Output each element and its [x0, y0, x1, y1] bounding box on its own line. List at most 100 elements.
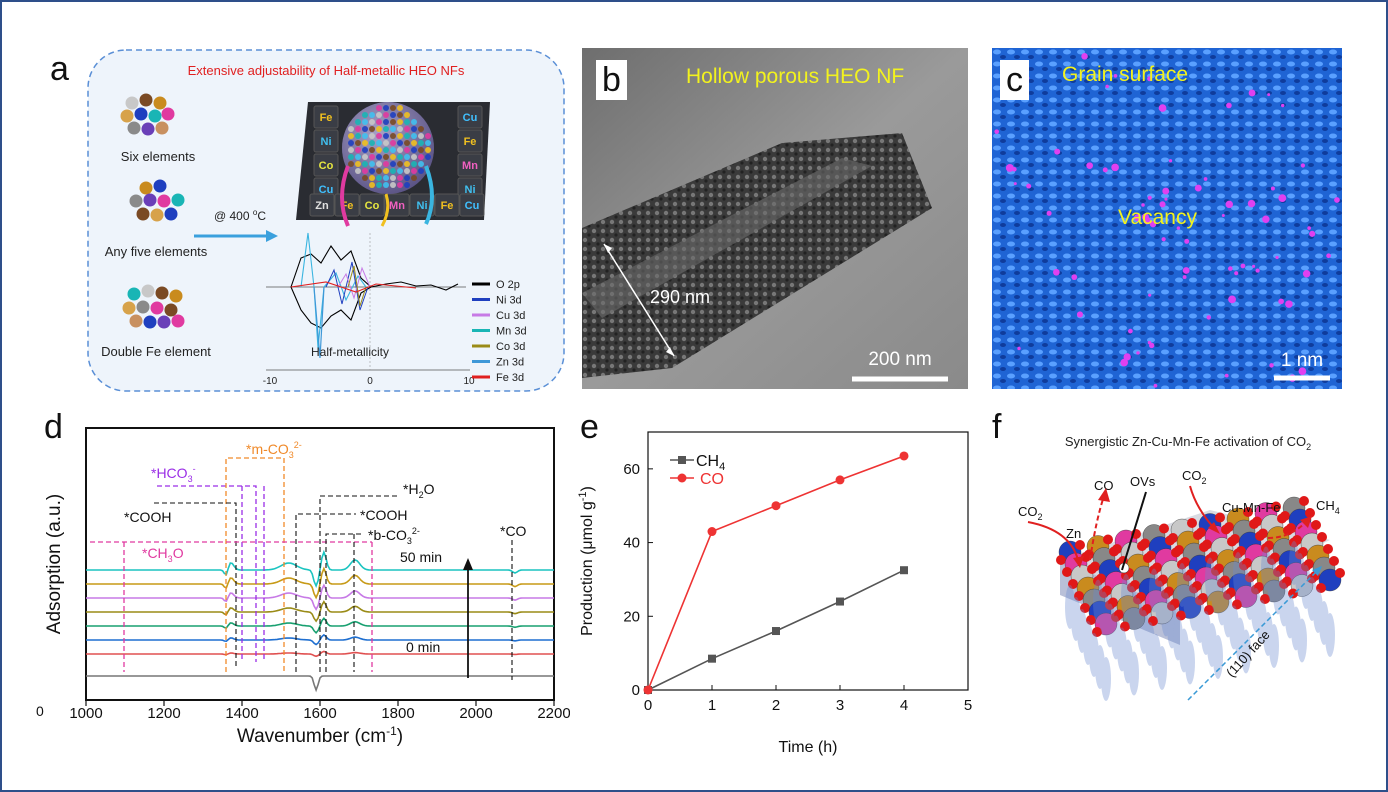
e-xtick-5: 5	[964, 697, 972, 714]
panel-b-label: b	[596, 60, 627, 100]
spectrum-line-0	[86, 549, 554, 589]
panel-d-label: d	[44, 408, 63, 446]
scale-label-c: 1 nm	[1281, 350, 1323, 371]
e-xtick-1: 1	[708, 697, 716, 714]
e-ytick-3: 60	[623, 461, 640, 478]
panel-c-haadf-image: Grain surface Vacancy 1 nm	[992, 48, 1342, 389]
dos-caption: Half-metallicity	[311, 345, 389, 359]
dos-legend-label-2: Cu 3d	[496, 310, 525, 322]
e-ytick-0: 0	[632, 682, 640, 699]
d-annotations: *HCO3- *m-CO32- *COOH *CH3O *H2O *COOH *…	[90, 440, 527, 680]
d-ylabel: Adsorption (a.u.)	[44, 494, 65, 634]
svg-text:OVs: OVs	[1130, 474, 1156, 489]
point-co-0	[643, 685, 653, 695]
cluster-double-fe	[122, 284, 185, 329]
svg-text:50 min: 50 min	[400, 549, 442, 565]
tile-label-right-1: Fe	[464, 136, 477, 148]
tile-right-1	[457, 129, 483, 153]
legend-co: CO	[700, 471, 724, 488]
svg-text:*COOH: *COOH	[360, 507, 407, 523]
e-xtick-3: 3	[836, 697, 844, 714]
dos-legend: O 2p Ni 3d Cu 3d Mn 3d Co 3d Zn 3d Fe 3d	[472, 279, 527, 384]
anneal-condition: @ 400 oC	[214, 208, 266, 223]
tile-label-bottom-3: Mn	[389, 200, 405, 212]
tile-label-left-2: Co	[319, 160, 334, 172]
legend-ch4: CH4	[696, 453, 725, 473]
point-ch4-1	[708, 654, 716, 663]
tile-label-left-0: Fe	[320, 112, 333, 124]
tile-label-bottom-4: Ni	[417, 200, 428, 212]
d-xtick-3: 1600	[303, 705, 336, 722]
panel-e-production-chart: Production (μmol g-1) Time (h) 0 1 2 3 4 5 0 20…	[577, 431, 972, 756]
tile-bottom-0	[309, 193, 335, 217]
e-ytick-2: 40	[623, 535, 640, 552]
dos-legend-label-0: O 2p	[496, 279, 520, 291]
tile-left-0	[313, 105, 339, 129]
panel-b-title: Hollow porous HEO NF	[686, 65, 904, 88]
spectra-lines	[86, 549, 554, 693]
svg-text:Zn: Zn	[1066, 526, 1081, 541]
panel-b-tem-image: 290 nm Hollow porous HEO NF 200 nm	[582, 48, 968, 389]
svg-text:*b-CO32-: *b-CO32-	[368, 526, 420, 546]
group-five-elements: Any five elements	[105, 244, 208, 259]
d-xtick-6: 2200	[537, 705, 570, 722]
svg-text:*CH3O: *CH3O	[142, 545, 184, 564]
svg-text:CH4: CH4	[1316, 498, 1340, 516]
e-xlabel: Time (h)	[779, 739, 838, 756]
tile-right-2	[457, 153, 483, 177]
tile-bottom-5	[434, 193, 460, 217]
panel-a-label: a	[50, 50, 69, 88]
tile-label-left-3: Cu	[319, 184, 334, 196]
point-ch4-4	[900, 566, 908, 575]
tile-label-bottom-2: Co	[365, 200, 380, 212]
e-ytick-1: 20	[623, 608, 640, 625]
hollow-nanofiber	[582, 133, 932, 378]
d-xtick-5: 2000	[459, 705, 492, 722]
panel-c-label: c	[1000, 60, 1029, 100]
panel-a-title: Extensive adjustability of Half-metallic…	[188, 63, 465, 78]
svg-text:CO2: CO2	[1182, 468, 1207, 486]
panel-d-ir-spectra: Adsorption (a.u.) 0 1000 1200 1400 1600 1800…	[36, 427, 570, 747]
group-six-elements: Six elements	[121, 149, 196, 164]
scale-label-b: 200 nm	[868, 349, 931, 370]
dos-legend-label-3: Mn 3d	[496, 326, 527, 338]
e-xtick-4: 4	[900, 697, 908, 714]
point-ch4-2	[772, 627, 780, 636]
legend-marker-ch4	[678, 456, 686, 464]
svg-text:*HCO3-: *HCO3-	[151, 464, 196, 484]
panel-f-label: f	[992, 408, 1002, 446]
svg-text:*CO: *CO	[500, 523, 527, 539]
panel-c-title: Grain surface	[1062, 63, 1188, 86]
panel-f-title: Synergistic Zn-Cu-Mn-Fe activation of CO…	[1065, 434, 1311, 452]
f-arrows	[1027, 485, 1322, 701]
legend-marker-co	[677, 473, 687, 483]
tile-bottom-3	[384, 193, 410, 217]
svg-text:*m-CO32-: *m-CO32-	[246, 440, 302, 460]
point-co-2	[771, 501, 781, 511]
d-xtick-0: 1000	[69, 705, 102, 722]
dos-plot: Half-metallicity -10 0 10	[263, 232, 475, 387]
point-co-4	[899, 451, 909, 461]
tile-label-bottom-5: Fe	[441, 200, 454, 212]
spectrum-line-7	[86, 675, 554, 693]
tile-bottom-4	[409, 193, 435, 217]
d-xlabel: Wavenumber (cm-1)	[237, 724, 403, 747]
tile-label-right-0: Cu	[463, 112, 478, 124]
dos-tick-0: 0	[367, 376, 373, 387]
series-line-co	[647, 455, 905, 691]
surface-slab	[1056, 496, 1345, 701]
e-ylabel: Production (μmol g-1)	[577, 486, 596, 636]
tile-left-1	[313, 129, 339, 153]
tile-label-left-1: Ni	[321, 136, 332, 148]
panel-a: Extensive adjustability of Half-metallic…	[87, 49, 565, 392]
cluster-six-elements	[120, 93, 175, 136]
svg-text:CO2: CO2	[1018, 504, 1043, 522]
d-xtick-1: 1200	[147, 705, 180, 722]
d-xtick-2: 1400	[225, 705, 258, 722]
dos-tick-neg10: -10	[263, 376, 278, 387]
vacancy-sites	[994, 53, 1340, 388]
cluster-five-elements	[129, 179, 185, 222]
point-ch4-3	[836, 597, 844, 606]
fiber-diameter: 290 nm	[650, 287, 710, 307]
